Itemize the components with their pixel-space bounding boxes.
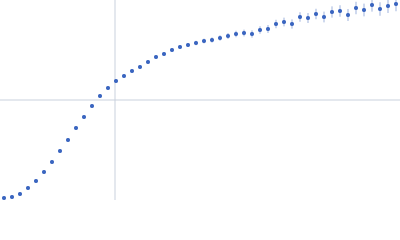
point [2, 196, 6, 200]
point [122, 74, 126, 78]
point [266, 27, 270, 31]
point [98, 94, 102, 98]
point [186, 43, 190, 47]
point [202, 39, 206, 43]
point [330, 10, 334, 14]
point [50, 160, 54, 164]
point [114, 79, 118, 83]
point [346, 13, 350, 17]
point [234, 32, 238, 36]
point [258, 28, 262, 32]
point [42, 170, 46, 174]
point [370, 3, 374, 7]
point [306, 16, 310, 20]
point [282, 20, 286, 24]
point [90, 104, 94, 108]
point [378, 7, 382, 11]
point [386, 4, 390, 8]
point [250, 32, 254, 36]
point [178, 45, 182, 49]
point [218, 36, 222, 40]
point [34, 179, 38, 183]
point [314, 12, 318, 16]
point [58, 149, 62, 153]
point [362, 8, 366, 12]
point [106, 86, 110, 90]
point [354, 6, 358, 10]
point [26, 186, 30, 190]
point [194, 41, 198, 45]
point [298, 15, 302, 19]
point [10, 195, 14, 199]
point [394, 2, 398, 6]
chart [0, 0, 400, 200]
point [74, 126, 78, 130]
point [162, 52, 166, 56]
point [242, 31, 246, 35]
point [274, 22, 278, 26]
point [138, 65, 142, 69]
point [82, 115, 86, 119]
point [154, 55, 158, 59]
point [338, 9, 342, 13]
point [146, 60, 150, 64]
point [210, 38, 214, 42]
point [226, 34, 230, 38]
point [290, 22, 294, 26]
point [170, 48, 174, 52]
point [322, 15, 326, 19]
point [130, 69, 134, 73]
point [66, 138, 70, 142]
point [18, 192, 22, 196]
